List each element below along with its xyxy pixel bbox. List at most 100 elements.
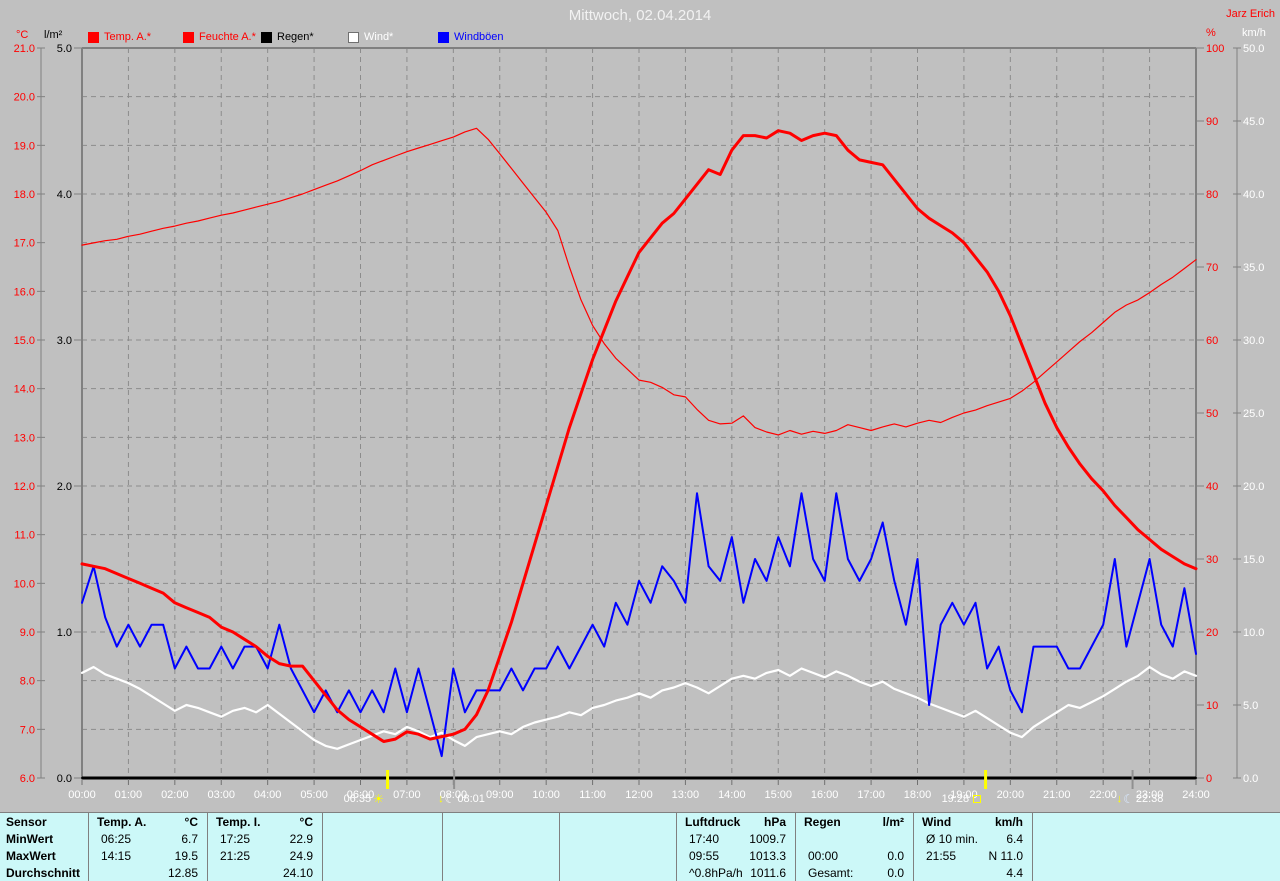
- max-time: 14:15: [101, 848, 132, 863]
- col-name: Regen: [804, 814, 841, 829]
- svg-text:50.0: 50.0: [1243, 43, 1264, 55]
- legend-label: Windböen: [454, 31, 504, 43]
- svg-text:15.0: 15.0: [1243, 554, 1264, 566]
- avg-value: 4.4: [1006, 865, 1023, 880]
- svg-text:6.0: 6.0: [20, 773, 35, 785]
- min-value: 1009.7: [749, 831, 786, 846]
- humidity-swatch-icon: [183, 31, 194, 43]
- svg-text:20.0: 20.0: [14, 92, 35, 104]
- max-time: 00:00: [808, 848, 839, 863]
- svg-text:90: 90: [1206, 116, 1218, 128]
- svg-text:21:00: 21:00: [1043, 789, 1071, 801]
- row-label-min: MinWert: [6, 831, 54, 846]
- stats-col-pressure: Luftdruck hPa 17:40 1009.7 09:55 1013.3 ^0.…: [676, 813, 795, 881]
- col-unit: °C: [299, 814, 313, 829]
- svg-text:19.0: 19.0: [14, 140, 35, 152]
- svg-text:05:00: 05:00: [300, 789, 328, 801]
- table-divider: [207, 813, 208, 881]
- svg-text:13:00: 13:00: [672, 789, 700, 801]
- max-time: 21:25: [220, 848, 251, 863]
- moonset-arrow-icon: ↓: [438, 793, 444, 805]
- avg-value: 12.85: [167, 865, 198, 880]
- sunrise-time: 06:35: [343, 793, 372, 805]
- sunrise-marker: 06:35 ☀: [344, 792, 384, 806]
- svg-text:24:00: 24:00: [1182, 789, 1210, 801]
- svg-text:11.0: 11.0: [14, 530, 35, 542]
- svg-text:45.0: 45.0: [1243, 116, 1264, 128]
- temp-swatch-icon: [88, 31, 99, 43]
- weather-chart: 21.0 20.0 19.0 18.0 17.0 16.0 15.0 14.0 13.0 12.0…: [14, 43, 1265, 801]
- row-label-avg: Durchschnitt: [6, 865, 81, 880]
- min-value: 6.7: [181, 831, 198, 846]
- table-divider: [322, 813, 323, 881]
- min-time: 17:25: [220, 831, 251, 846]
- stats-table: Sensor MinWert MaxWert Durchschnitt Temp…: [0, 812, 1280, 881]
- avg-value: 0.0: [887, 865, 904, 880]
- col-unit: hPa: [763, 814, 786, 829]
- svg-text:03:00: 03:00: [207, 789, 235, 801]
- sunset-time: 19:28: [941, 793, 970, 805]
- svg-text:13.0: 13.0: [14, 432, 35, 444]
- col-unit: l/m²: [882, 814, 904, 829]
- svg-text:20:00: 20:00: [997, 789, 1025, 801]
- right-humidity-unit: %: [1206, 27, 1216, 39]
- stats-col-wind: Wind km/h Ø 10 min. 6.4 21:55 N 11.0 4.4: [913, 813, 1032, 881]
- stats-col-temp-a: Temp. A. °C 06:25 6.7 14:15 19.5 12.85: [88, 813, 207, 881]
- moonrise-marker: ↓ ☾ 22:38: [1117, 792, 1164, 806]
- svg-text:14.0: 14.0: [14, 384, 35, 396]
- svg-text:18:00: 18:00: [904, 789, 932, 801]
- svg-text:30.0: 30.0: [1243, 335, 1264, 347]
- station-name: Jarz Erich: [1226, 8, 1275, 20]
- svg-text:35.0: 35.0: [1243, 262, 1264, 274]
- min-time: 17:40: [689, 831, 720, 846]
- max-value: N 11.0: [988, 848, 1023, 863]
- svg-text:30: 30: [1206, 554, 1218, 566]
- svg-text:4.0: 4.0: [57, 189, 72, 201]
- svg-text:0.0: 0.0: [57, 773, 72, 785]
- svg-text:15.0: 15.0: [14, 335, 35, 347]
- left-rain-unit: l/m²: [44, 29, 63, 41]
- page-title: Mittwoch, 02.04.2014: [568, 7, 712, 24]
- svg-text:11:00: 11:00: [579, 789, 606, 801]
- svg-text:02:00: 02:00: [161, 789, 189, 801]
- stats-col-temp-i: Temp. I. °C 17:25 22.9 21:25 24.9 24.10: [207, 813, 322, 881]
- svg-text:1.0: 1.0: [57, 627, 72, 639]
- moonset-icon: ☾: [444, 792, 456, 806]
- svg-text:22:00: 22:00: [1089, 789, 1117, 801]
- svg-text:100: 100: [1206, 43, 1224, 55]
- svg-text:08:00: 08:00: [440, 789, 468, 801]
- svg-text:12:00: 12:00: [625, 789, 653, 801]
- svg-text:20: 20: [1206, 627, 1218, 639]
- svg-text:10: 10: [1206, 700, 1218, 712]
- legend-label: Feuchte A.*: [199, 31, 256, 43]
- svg-text:17:00: 17:00: [857, 789, 885, 801]
- sunset-marker: 19:28: [942, 792, 982, 806]
- table-divider: [1032, 813, 1033, 881]
- wind-swatch-icon: [348, 31, 359, 43]
- svg-text:14:00: 14:00: [718, 789, 746, 801]
- svg-text:16:00: 16:00: [811, 789, 839, 801]
- svg-text:09:00: 09:00: [486, 789, 514, 801]
- svg-text:8.0: 8.0: [20, 676, 35, 688]
- svg-text:01:00: 01:00: [115, 789, 143, 801]
- max-time: 21:55: [926, 848, 957, 863]
- left-temp-unit: °C: [16, 29, 29, 41]
- stats-col-rain: Regen l/m² 00:00 0.0 Gesamt: 0.0: [795, 813, 913, 881]
- table-divider: [913, 813, 914, 881]
- svg-text:16.0: 16.0: [14, 286, 35, 298]
- svg-text:0: 0: [1206, 773, 1212, 785]
- avg-value: 1011.6: [750, 865, 786, 880]
- max-value: 1013.3: [749, 848, 786, 863]
- svg-text:10.0: 10.0: [1243, 627, 1264, 639]
- svg-text:19:00: 19:00: [950, 789, 978, 801]
- col-unit: °C: [184, 814, 198, 829]
- min-time: 06:25: [101, 831, 132, 846]
- table-divider: [676, 813, 677, 881]
- svg-text:06:00: 06:00: [347, 789, 375, 801]
- max-value: 24.9: [289, 848, 313, 863]
- table-divider: [442, 813, 443, 881]
- row-label-max: MaxWert: [6, 848, 56, 863]
- legend-label: Regen*: [277, 31, 314, 43]
- min-time: Ø 10 min.: [926, 831, 979, 846]
- svg-text:10.0: 10.0: [14, 578, 35, 590]
